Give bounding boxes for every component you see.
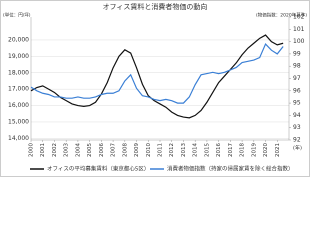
x-tick-label: 2019 <box>251 143 257 157</box>
y-tick-label: 19,000 <box>8 53 29 60</box>
x-tick-label: 2017 <box>228 143 234 157</box>
y2-tick-label: 99 <box>293 50 301 57</box>
x-tick-label: 2000 <box>29 143 35 157</box>
y-tick-label: 14,000 <box>8 135 29 142</box>
legend-label: オフィスの平均募集賃料（東京都心5区） <box>47 165 149 173</box>
y-axis-label: (単位：円/坪) <box>3 12 31 19</box>
x-tick-label: 2009 <box>134 143 140 157</box>
x-tick-label: 2008 <box>122 143 128 157</box>
x-tick-label: 2006 <box>99 143 105 157</box>
y2-tick-label: 96 <box>293 87 301 94</box>
x-unit: (年) <box>293 145 302 152</box>
x-tick-label: 2002 <box>52 143 58 157</box>
y2-tick-label: 98 <box>293 63 301 70</box>
series-line <box>30 42 284 104</box>
x-tick-label: 2013 <box>181 143 187 157</box>
y-tick-label: 18,000 <box>8 69 29 76</box>
x-tick-label: 2004 <box>75 143 81 157</box>
chart-title: オフィス賃料と消費者物価の動向 <box>103 2 208 11</box>
x-tick-label: 2018 <box>240 143 246 157</box>
y2-tick-label: 102 <box>293 14 305 21</box>
y-tick-label: 17,000 <box>8 86 29 93</box>
frame <box>0 0 310 177</box>
y2-tick-label: 95 <box>293 100 301 107</box>
x-tick-label: 2021 <box>275 143 281 157</box>
x-tick-label: 2014 <box>193 143 199 157</box>
y-tick-label: 15,000 <box>8 118 29 125</box>
x-tick-label: 2016 <box>216 143 222 157</box>
y2-tick-label: 93 <box>293 124 301 131</box>
y2-tick-label: 94 <box>293 112 301 119</box>
x-tick-label: 2012 <box>169 143 175 157</box>
x-tick-label: 2003 <box>64 143 70 157</box>
x-tick-label: 2010 <box>146 143 152 157</box>
x-tick-label: 2020 <box>263 143 269 157</box>
y2-axis-label: (物価指数：2020年基準) <box>256 12 307 19</box>
y-tick-label: 20,000 <box>8 36 29 43</box>
y2-tick-label: 97 <box>293 75 301 82</box>
legend-label: 消費者物価指数（持家の帰属家賃を除く総合指数） <box>167 165 294 173</box>
y-tick-label: 16,000 <box>8 102 29 109</box>
x-tick-label: 2001 <box>40 143 46 157</box>
x-tick-label: 2015 <box>204 143 210 157</box>
y2-tick-label: 100 <box>293 38 305 45</box>
y2-tick-label: 101 <box>293 26 305 33</box>
series-line <box>30 34 284 119</box>
x-tick-label: 2007 <box>111 143 117 157</box>
chart: オフィス賃料と消費者物価の動向 (単位：円/坪) (物価指数：2020年基準) … <box>0 0 310 177</box>
y2-tick-label: 92 <box>293 137 301 144</box>
x-tick-label: 2011 <box>158 143 164 157</box>
x-tick-label: 2005 <box>87 143 93 157</box>
